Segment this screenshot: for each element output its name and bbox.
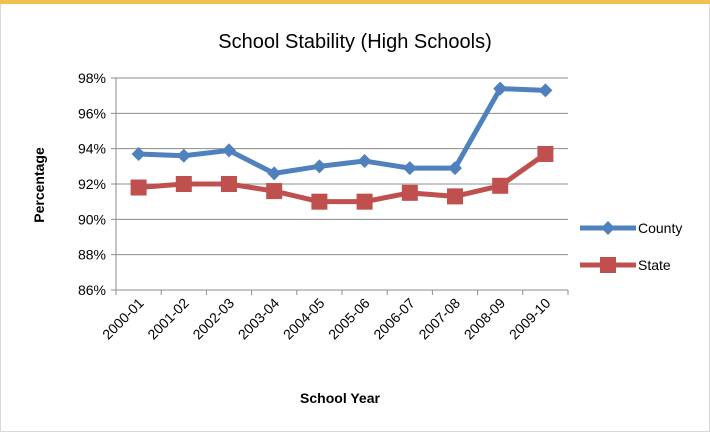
top-border xyxy=(0,0,710,4)
state-point-5 xyxy=(356,193,373,210)
series-line-state xyxy=(138,151,547,205)
county-point-8 xyxy=(493,81,508,96)
county-point-6 xyxy=(402,161,417,176)
series-markers xyxy=(130,81,554,210)
y-tick-label-6: 98% xyxy=(78,70,106,86)
state-point-2 xyxy=(221,176,237,192)
x-tick-label-0: 2000-01 xyxy=(99,295,147,343)
x-tick-label-2: 2002-03 xyxy=(189,295,237,343)
county-point-4 xyxy=(312,159,327,174)
y-tick-label-5: 96% xyxy=(78,105,106,121)
x-tick-label-8: 2008-09 xyxy=(461,295,509,343)
x-axis-ticks: 2000-012001-022002-032003-042004-052005-… xyxy=(99,290,569,343)
series-lines xyxy=(138,86,547,205)
x-axis-title: School Year xyxy=(300,390,380,406)
legend-marker-county xyxy=(601,221,615,235)
county-point-1 xyxy=(176,148,191,163)
x-tick-label-7: 2007-08 xyxy=(415,295,463,343)
series-line-county xyxy=(138,86,546,176)
y-tick-label-0: 86% xyxy=(78,282,106,298)
county-point-2 xyxy=(222,143,236,158)
x-tick-label-4: 2004-05 xyxy=(280,295,328,343)
x-tick-label-1: 2001-02 xyxy=(144,295,192,343)
county-point-0 xyxy=(131,146,146,161)
county-point-3 xyxy=(267,166,282,181)
chart-title: School Stability (High Schools) xyxy=(218,31,491,53)
county-point-9 xyxy=(538,83,553,98)
state-point-3 xyxy=(266,183,283,200)
y-tick-label-4: 94% xyxy=(78,141,106,157)
y-axis-title: Percentage xyxy=(31,147,47,223)
y-tick-label-2: 90% xyxy=(78,211,106,227)
y-tick-label-3: 92% xyxy=(78,176,106,192)
county-point-7 xyxy=(448,161,462,176)
legend-marker-state xyxy=(600,257,616,273)
county-point-5 xyxy=(357,154,372,169)
legend: County State xyxy=(580,220,682,273)
y-tick-label-1: 88% xyxy=(78,247,106,263)
state-point-0 xyxy=(130,179,147,196)
state-point-9 xyxy=(537,145,554,162)
legend-label-state: State xyxy=(638,257,671,273)
x-tick-label-6: 2006-07 xyxy=(370,295,418,343)
state-point-1 xyxy=(175,176,192,192)
x-tick-label-9: 2009-10 xyxy=(506,295,554,343)
x-tick-label-5: 2005-06 xyxy=(325,295,373,343)
state-point-8 xyxy=(492,177,509,194)
legend-label-county: County xyxy=(638,220,682,236)
state-point-6 xyxy=(401,184,418,201)
x-tick-label-3: 2003-04 xyxy=(235,295,283,343)
state-point-7 xyxy=(447,188,463,205)
y-axis-ticks: 86% 88% 90% 92% 94% 96% 98% xyxy=(78,70,116,298)
state-point-4 xyxy=(311,193,328,210)
